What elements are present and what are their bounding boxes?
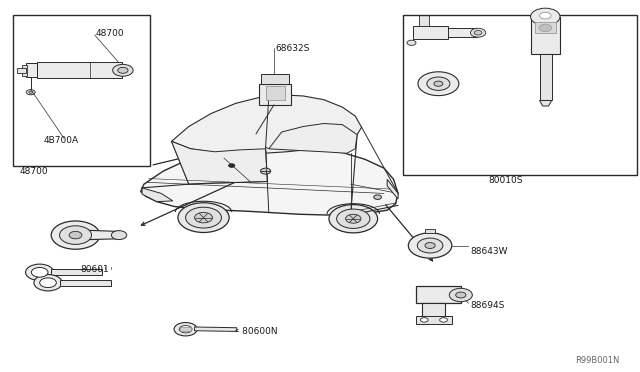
Polygon shape — [172, 95, 362, 154]
Polygon shape — [266, 86, 285, 100]
Polygon shape — [259, 84, 291, 105]
Circle shape — [69, 231, 82, 239]
Polygon shape — [142, 188, 173, 202]
Bar — [403, 15, 637, 175]
Circle shape — [260, 168, 271, 174]
Polygon shape — [26, 63, 37, 77]
Polygon shape — [419, 15, 429, 26]
Circle shape — [228, 164, 235, 167]
Circle shape — [407, 40, 416, 45]
Text: 48700: 48700 — [19, 167, 48, 176]
Circle shape — [60, 226, 92, 244]
Circle shape — [195, 212, 212, 223]
Polygon shape — [51, 269, 102, 275]
Polygon shape — [261, 74, 289, 84]
Circle shape — [418, 72, 459, 96]
Polygon shape — [195, 327, 237, 331]
Polygon shape — [531, 17, 560, 54]
Circle shape — [329, 205, 378, 233]
Polygon shape — [387, 179, 398, 199]
Polygon shape — [540, 54, 552, 100]
Circle shape — [440, 318, 447, 322]
Text: 48700: 48700 — [96, 29, 125, 38]
Text: 80010S: 80010S — [488, 176, 523, 185]
Circle shape — [179, 326, 192, 333]
Circle shape — [539, 24, 552, 32]
Circle shape — [374, 195, 381, 199]
Polygon shape — [535, 22, 556, 33]
Circle shape — [474, 31, 482, 35]
Circle shape — [531, 8, 560, 25]
Circle shape — [26, 264, 54, 280]
Circle shape — [540, 12, 551, 19]
Circle shape — [26, 90, 35, 95]
Text: 4B700A: 4B700A — [44, 136, 79, 145]
Circle shape — [118, 67, 128, 73]
Circle shape — [337, 209, 370, 228]
Polygon shape — [76, 230, 118, 240]
Polygon shape — [416, 286, 461, 303]
Circle shape — [449, 288, 472, 302]
Text: 88694S: 88694S — [470, 301, 505, 310]
Text: R99B001N: R99B001N — [575, 356, 620, 365]
Circle shape — [29, 91, 33, 93]
Circle shape — [40, 278, 56, 288]
Circle shape — [425, 243, 435, 248]
Bar — [13, 15, 150, 166]
Polygon shape — [180, 327, 191, 331]
Circle shape — [31, 267, 48, 277]
Circle shape — [178, 203, 229, 232]
Circle shape — [417, 238, 443, 253]
Circle shape — [470, 28, 486, 37]
Polygon shape — [172, 141, 268, 184]
Text: 80601: 80601 — [81, 265, 109, 274]
Polygon shape — [425, 229, 435, 233]
Polygon shape — [269, 124, 357, 153]
Circle shape — [456, 292, 466, 298]
Circle shape — [346, 214, 361, 223]
Polygon shape — [416, 316, 452, 324]
Polygon shape — [37, 62, 122, 78]
Circle shape — [111, 231, 127, 240]
Text: 88643W: 88643W — [470, 247, 508, 256]
Polygon shape — [540, 100, 552, 106]
Polygon shape — [448, 28, 477, 37]
Circle shape — [51, 221, 100, 249]
Circle shape — [434, 81, 443, 86]
Circle shape — [420, 318, 428, 322]
Text: 68632S: 68632S — [275, 44, 310, 53]
Polygon shape — [60, 280, 111, 286]
Circle shape — [408, 233, 452, 258]
Circle shape — [427, 77, 450, 90]
Polygon shape — [141, 147, 398, 215]
Text: - 80600N: - 80600N — [236, 327, 277, 336]
Circle shape — [186, 207, 221, 228]
Polygon shape — [22, 65, 27, 76]
Circle shape — [113, 64, 133, 76]
Polygon shape — [422, 303, 445, 320]
Polygon shape — [17, 68, 26, 73]
Polygon shape — [413, 26, 448, 39]
Circle shape — [174, 323, 197, 336]
Circle shape — [34, 275, 62, 291]
